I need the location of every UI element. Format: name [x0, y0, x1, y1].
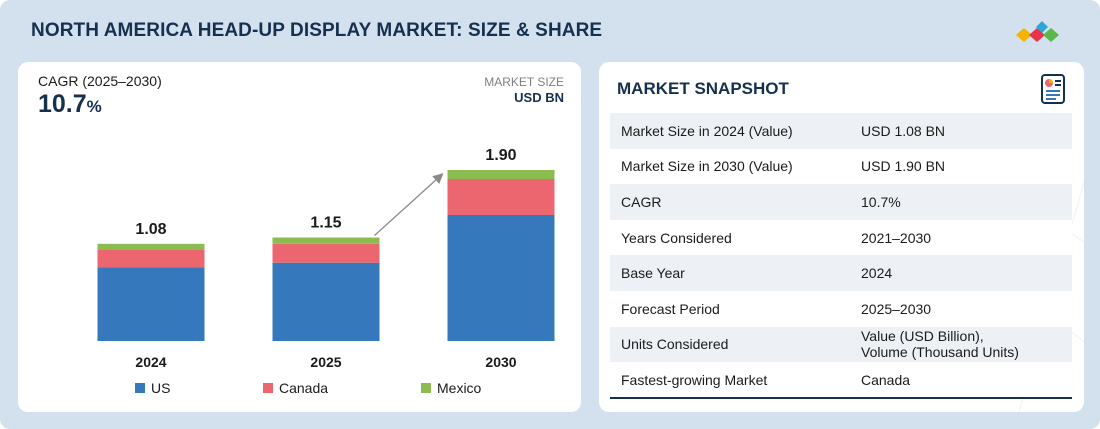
legend-swatch-us — [135, 383, 145, 393]
legend-item-canada: Canada — [263, 380, 328, 396]
logo-diamond-blue — [1036, 21, 1048, 33]
market-size-label: MARKET SIZE — [484, 75, 564, 89]
logo-diamond-green — [1043, 28, 1059, 42]
snapshot-title: MARKET SNAPSHOT — [617, 79, 789, 98]
row-key: CAGR — [621, 193, 662, 210]
row-key: Market Size in 2030 (Value) — [621, 158, 793, 175]
total-label-2025: 1.15 — [310, 215, 341, 232]
market-size-panel: CAGR (2025–2030) 10.7% MARKET SIZE USD B… — [18, 62, 581, 412]
bar-us-2025 — [272, 262, 380, 341]
cagr-label: CAGR (2025–2030) — [38, 73, 162, 89]
bar-us-2024 — [97, 267, 205, 341]
legend-label-mexico: Mexico — [437, 380, 482, 396]
row-key: Years Considered — [621, 229, 732, 246]
table-row: Years Considered 2021–2030 — [610, 219, 1072, 256]
bar-mexico-2030 — [447, 170, 555, 179]
legend-swatch-canada — [263, 383, 273, 393]
market-size-unit: USD BN — [514, 90, 564, 105]
snapshot-table: Market Size in 2024 (Value) USD 1.08 BN … — [610, 113, 1072, 398]
row-key: Market Size in 2024 (Value) — [621, 122, 793, 139]
logo-diamond-yellow — [1016, 28, 1032, 42]
table-row: Units Considered Value (USD Billion), Vol… — [610, 326, 1072, 363]
table-row: CAGR 10.7% — [610, 184, 1072, 220]
table-bottom-rule — [610, 397, 1072, 399]
row-value: 2021–2030 — [861, 229, 932, 246]
table-row: Market Size in 2030 (Value) USD 1.90 BN — [610, 148, 1072, 185]
report-icon — [1041, 74, 1065, 104]
row-value-line1: Value (USD Billion), — [861, 328, 984, 345]
legend-label-us: US — [151, 380, 171, 396]
row-key: Units Considered — [621, 336, 729, 353]
legend-item-us: US — [135, 380, 170, 396]
growth-arrow — [374, 173, 444, 236]
brand-logo-icon — [1016, 21, 1059, 42]
row-value: 10.7% — [861, 193, 901, 210]
row-key: Fastest-growing Market — [621, 371, 768, 388]
row-value: Canada — [861, 371, 911, 388]
cagr-percent-sign: % — [86, 97, 102, 116]
table-row: Forecast Period 2025–2030 — [610, 290, 1072, 327]
table-row: Fastest-growing Market Canada — [610, 362, 1072, 398]
table-row: Market Size in 2024 (Value) USD 1.08 BN — [610, 113, 1072, 149]
market-snapshot-panel: MARKET SNAPSHOT Market Size in 2024 (Val… — [599, 62, 1084, 412]
bar-canada-2024 — [97, 249, 205, 268]
row-key: Base Year — [621, 265, 685, 282]
x-tick-label-2030: 2030 — [485, 354, 516, 370]
cagr-value: 10.7% — [38, 90, 102, 119]
bar-us-2030 — [447, 215, 555, 341]
row-value: 2024 — [861, 265, 893, 282]
bar-canada-2030 — [447, 179, 555, 215]
page-title: NORTH AMERICA HEAD-UP DISPLAY MARKET: SI… — [31, 20, 603, 41]
row-key: Forecast Period — [621, 300, 720, 317]
row-value: Value (USD Billion), Volume (Thousand Uni… — [851, 327, 1072, 363]
total-label-2024: 1.08 — [135, 221, 166, 238]
row-value-line2: Volume (Thousand Units) — [861, 344, 1019, 361]
legend-label-canada: Canada — [279, 380, 329, 396]
bar-mexico-2025 — [272, 237, 380, 244]
row-value: USD 1.08 BN — [861, 122, 946, 139]
row-value: USD 1.90 BN — [861, 158, 946, 175]
row-value: 2025–2030 — [861, 300, 932, 317]
legend-swatch-mexico — [421, 383, 431, 393]
cagr-number: 10.7 — [38, 90, 87, 118]
bar-canada-2025 — [272, 243, 380, 263]
decorative-lines — [938, 141, 1084, 412]
legend-item-mexico: Mexico — [421, 380, 481, 396]
x-tick-label-2025: 2025 — [310, 354, 341, 370]
bar-mexico-2024 — [97, 243, 205, 250]
total-label-2030: 1.90 — [485, 147, 516, 164]
table-row: Base Year 2024 — [610, 255, 1072, 291]
x-tick-label-2024: 2024 — [135, 354, 166, 370]
stacked-bar-chart: 1.08 2024 1.15 2025 1.90 2030 — [97, 147, 555, 370]
